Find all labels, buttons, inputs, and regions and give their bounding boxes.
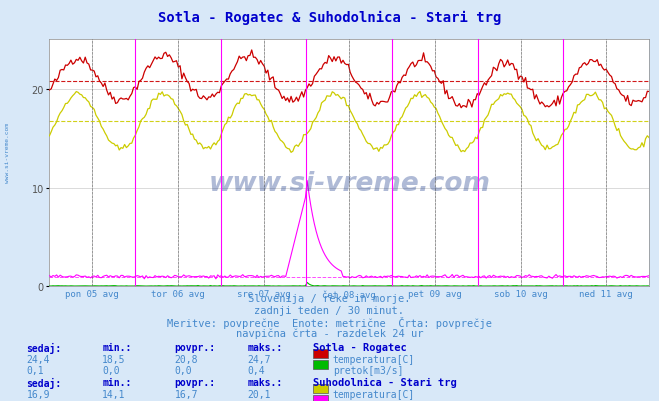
Text: sedaj:: sedaj:: [26, 342, 61, 352]
Text: pretok[m3/s]: pretok[m3/s]: [333, 365, 403, 375]
Text: 20,1: 20,1: [247, 389, 271, 399]
Text: maks.:: maks.:: [247, 342, 282, 352]
Text: Meritve: povprečne  Enote: metrične  Črta: povprečje: Meritve: povprečne Enote: metrične Črta:…: [167, 316, 492, 328]
Text: 24,4: 24,4: [26, 354, 50, 364]
Text: 1,0: 1,0: [175, 400, 192, 401]
Text: Suhodolnica - Stari trg: Suhodolnica - Stari trg: [313, 377, 457, 387]
Text: 20,8: 20,8: [175, 354, 198, 364]
Text: zadnji teden / 30 minut.: zadnji teden / 30 minut.: [254, 305, 405, 315]
Text: 0,4: 0,4: [247, 365, 265, 375]
Text: Sotla - Rogatec & Suhodolnica - Stari trg: Sotla - Rogatec & Suhodolnica - Stari tr…: [158, 11, 501, 25]
Text: temperatura[C]: temperatura[C]: [333, 389, 415, 399]
Text: 18,5: 18,5: [102, 354, 126, 364]
Text: 0,0: 0,0: [102, 365, 120, 375]
Text: Sotla - Rogatec: Sotla - Rogatec: [313, 342, 407, 352]
Text: 0,0: 0,0: [175, 365, 192, 375]
Text: min.:: min.:: [102, 377, 132, 387]
Text: 0,7: 0,7: [26, 400, 44, 401]
Text: povpr.:: povpr.:: [175, 342, 215, 352]
Text: 0,1: 0,1: [26, 365, 44, 375]
Text: navpična črta - razdelek 24 ur: navpična črta - razdelek 24 ur: [236, 327, 423, 338]
Text: sedaj:: sedaj:: [26, 377, 61, 388]
Text: 9,7: 9,7: [247, 400, 265, 401]
Text: www.si-vreme.com: www.si-vreme.com: [5, 122, 11, 182]
Text: temperatura[C]: temperatura[C]: [333, 354, 415, 364]
Text: pretok[m3/s]: pretok[m3/s]: [333, 400, 403, 401]
Text: 16,9: 16,9: [26, 389, 50, 399]
Text: maks.:: maks.:: [247, 377, 282, 387]
Text: Slovenija / reke in morje.: Slovenija / reke in morje.: [248, 294, 411, 304]
Text: 14,1: 14,1: [102, 389, 126, 399]
Text: www.si-vreme.com: www.si-vreme.com: [208, 170, 490, 196]
Text: 16,7: 16,7: [175, 389, 198, 399]
Text: 24,7: 24,7: [247, 354, 271, 364]
Text: povpr.:: povpr.:: [175, 377, 215, 387]
Text: 0,5: 0,5: [102, 400, 120, 401]
Text: min.:: min.:: [102, 342, 132, 352]
